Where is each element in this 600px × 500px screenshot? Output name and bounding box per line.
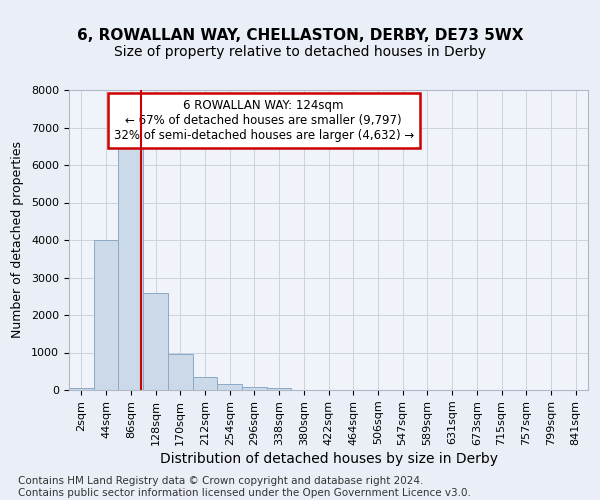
Bar	[193, 377, 217, 390]
Bar	[267, 388, 292, 390]
Y-axis label: Number of detached properties: Number of detached properties	[11, 142, 24, 338]
Text: 6 ROWALLAN WAY: 124sqm
← 67% of detached houses are smaller (9,797)
32% of semi-: 6 ROWALLAN WAY: 124sqm ← 67% of detached…	[113, 99, 414, 142]
Bar	[94, 240, 118, 390]
Text: Size of property relative to detached houses in Derby: Size of property relative to detached ho…	[114, 45, 486, 59]
Text: 6, ROWALLAN WAY, CHELLASTON, DERBY, DE73 5WX: 6, ROWALLAN WAY, CHELLASTON, DERBY, DE73…	[77, 28, 523, 42]
Bar	[143, 292, 168, 390]
X-axis label: Distribution of detached houses by size in Derby: Distribution of detached houses by size …	[160, 452, 497, 466]
Bar	[168, 354, 193, 390]
Bar	[242, 387, 267, 390]
Bar	[118, 142, 143, 390]
Bar	[69, 388, 94, 390]
Bar	[217, 384, 242, 390]
Text: Contains HM Land Registry data © Crown copyright and database right 2024.
Contai: Contains HM Land Registry data © Crown c…	[18, 476, 471, 498]
